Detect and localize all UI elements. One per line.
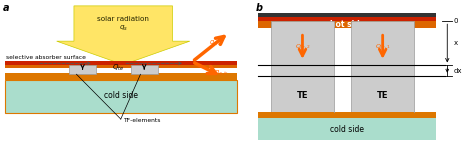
Text: x: x xyxy=(454,40,458,46)
Bar xyxy=(258,17,436,21)
Bar xyxy=(5,65,237,68)
Text: a: a xyxy=(2,3,9,13)
Text: $q_{a,ir}$: $q_{a,ir}$ xyxy=(214,67,229,77)
Polygon shape xyxy=(57,6,190,65)
Text: $q_s$: $q_s$ xyxy=(118,23,128,32)
Text: cold side: cold side xyxy=(330,125,364,134)
Text: $Q_{te,1}$: $Q_{te,1}$ xyxy=(374,43,391,51)
Bar xyxy=(258,118,436,140)
Bar xyxy=(258,21,436,28)
Text: solar radiation: solar radiation xyxy=(97,16,149,22)
Text: TE: TE xyxy=(377,91,388,100)
Bar xyxy=(351,21,414,112)
Text: $Q_{te}$: $Q_{te}$ xyxy=(112,62,124,73)
Text: selective absorber surface: selective absorber surface xyxy=(6,55,86,60)
Text: hot side: hot side xyxy=(329,20,365,29)
Text: b: b xyxy=(255,3,263,13)
Bar xyxy=(69,65,96,74)
Text: cold side: cold side xyxy=(104,91,138,100)
Bar xyxy=(131,65,158,74)
Bar xyxy=(258,112,436,118)
Bar xyxy=(258,13,436,17)
Text: TE: TE xyxy=(297,91,308,100)
Text: $Q_{te,2}$: $Q_{te,2}$ xyxy=(294,43,310,51)
Bar xyxy=(271,21,334,112)
Text: 0: 0 xyxy=(454,18,458,24)
Bar xyxy=(351,112,414,118)
Bar xyxy=(5,74,237,80)
Text: TF-elements: TF-elements xyxy=(123,118,161,123)
Bar xyxy=(271,112,334,118)
Bar xyxy=(5,61,237,65)
Text: dx: dx xyxy=(454,68,463,74)
Text: $q_{s,ir}$: $q_{s,ir}$ xyxy=(209,38,223,47)
Bar xyxy=(5,80,237,113)
